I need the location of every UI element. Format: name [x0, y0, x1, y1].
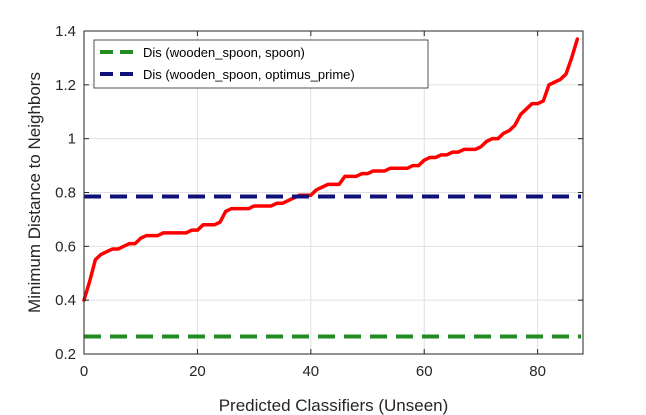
y-tick-label: 0.8 [55, 185, 76, 202]
y-tick-label: 1.4 [55, 23, 76, 40]
ticks: 0 20 40 60 80 0.2 0.4 0.6 0.8 1 1.2 1.4 [55, 23, 583, 380]
x-tick-label: 20 [189, 363, 206, 380]
legend-entry-label: Dis (wooden_spoon, optimus_prime) [143, 67, 355, 82]
x-tick-label: 60 [416, 363, 433, 380]
y-tick-label: 1.2 [55, 77, 76, 94]
series-layer [82, 37, 581, 339]
y-tick-label: 0.6 [55, 238, 76, 255]
legend-entry-label: Dis (wooden_spoon, spoon) [143, 45, 305, 60]
x-axis-label: Predicted Classifiers (Unseen) [219, 396, 449, 415]
y-tick-label: 0.2 [55, 346, 76, 363]
x-tick-label: 80 [529, 363, 546, 380]
y-tick-label: 0.4 [55, 292, 76, 309]
legend-box [93, 39, 429, 89]
y-axis-label: Minimum Distance to Neighbors [25, 72, 44, 313]
legend: Dis (wooden_spoon, spoon) Dis (wooden_spo… [93, 39, 429, 89]
y-tick-label: 1 [68, 131, 76, 148]
x-tick-label: 0 [80, 363, 88, 380]
x-tick-label: 40 [302, 363, 319, 380]
series-line-minimum-distance [82, 37, 580, 302]
